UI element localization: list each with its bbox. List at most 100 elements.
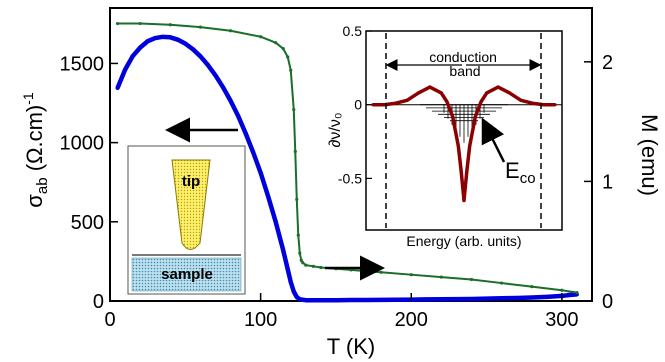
conductivity-point [439, 297, 444, 302]
magnetization-point [296, 233, 300, 237]
magnetization-point [168, 23, 172, 27]
magnetization-point [575, 291, 579, 295]
magnetization-point [304, 263, 308, 267]
conductivity-point [175, 37, 180, 42]
conductivity-point [243, 131, 248, 136]
conductivity-point [285, 267, 290, 272]
tip-sample-inset: tip sample [127, 145, 246, 295]
conductivity-point [123, 67, 128, 72]
inset-point [371, 103, 375, 107]
y-left-tick-label: 500 [71, 212, 104, 234]
conductivity-point [198, 54, 203, 59]
conductivity-point [454, 297, 459, 302]
conductivity-point [130, 54, 135, 59]
conductivity-point [294, 295, 299, 300]
magnetization-point [298, 251, 302, 255]
magnetization-point [364, 269, 368, 273]
y-axis-title-left: σab (Ω.cm)-1 [20, 92, 51, 208]
conductivity-point [469, 296, 474, 301]
inset-point [462, 198, 466, 203]
inset-point [530, 101, 534, 105]
conductivity-point [183, 41, 188, 46]
magnetization-point [560, 288, 564, 292]
inset-y-tick-label: 0.5 [343, 23, 363, 39]
magnetization-point [228, 29, 233, 33]
inset-point [465, 169, 469, 173]
magnetization-point [295, 197, 299, 201]
magnetization-point [138, 21, 142, 26]
inset-point [519, 98, 523, 102]
magnetization-point [301, 261, 305, 265]
sample-label: sample [161, 266, 213, 283]
magnetization-point [469, 277, 474, 282]
magnetization-point [293, 149, 297, 154]
band-label: conduction band [429, 49, 501, 79]
conductivity-point [514, 295, 519, 300]
conductivity-point [297, 297, 302, 302]
conductivity-point [168, 35, 173, 40]
magnetization-point [319, 265, 323, 270]
conductivity-point [258, 170, 263, 175]
conductivity-point [228, 98, 233, 103]
tip-shape [171, 159, 211, 250]
magnetization-point [439, 275, 443, 279]
magnetization-point [259, 35, 263, 39]
inset-point [459, 169, 463, 173]
conductivity-point [220, 85, 225, 90]
tick-layer: 0 100 200 300 0 500 1000 1500 0 1 2 [60, 52, 614, 331]
y-left-tick-label: 1500 [60, 53, 105, 75]
conductivity-point [251, 150, 256, 155]
conductivity-point [281, 248, 286, 253]
conductivity-point [303, 298, 308, 303]
conductivity-point [288, 279, 293, 284]
conductivity-point [484, 296, 489, 301]
eco-arrow [481, 117, 506, 163]
conductivity-point [205, 63, 210, 68]
magnetization-point [311, 264, 315, 268]
conductivity-point [567, 292, 572, 297]
magnetization-point [379, 270, 383, 274]
conductivity-point [499, 296, 504, 301]
tip-label: tip [182, 173, 200, 190]
magnetization-point [409, 273, 413, 277]
conductivity-point [291, 289, 296, 294]
x-tick-label: 200 [395, 309, 428, 331]
x-tick-label: 100 [244, 309, 277, 331]
magnetization-point [530, 285, 534, 289]
inset-point [468, 144, 472, 148]
inset-point [479, 100, 483, 104]
x-tick-label: 0 [104, 309, 115, 331]
conductivity-point [424, 297, 429, 302]
magnetization-point [289, 68, 293, 72]
conductivity-point [115, 85, 120, 90]
y-right-tick-label: 1 [602, 171, 613, 193]
inset-point [485, 91, 489, 95]
conductivity-point [529, 295, 534, 300]
conductivity-point [544, 294, 549, 299]
conductivity-point [138, 45, 143, 50]
inset-y-tick-label: -0.5 [338, 170, 362, 186]
conductivity-point [300, 297, 305, 302]
conductivity-point [349, 298, 353, 303]
inset-y-title: ∂ν/ν₀ [327, 113, 344, 148]
inset-point [553, 103, 557, 107]
conductivity-point [266, 194, 271, 199]
conductivity-point [333, 298, 338, 303]
eco-label: Eco [505, 158, 536, 187]
conductivity-point [394, 297, 399, 302]
inset-point [473, 114, 477, 119]
inset-point [507, 91, 512, 95]
inset-point [456, 144, 460, 148]
inset-point [496, 85, 500, 89]
inset-point [451, 114, 455, 119]
inset-point [445, 100, 449, 104]
x-tick-label: 300 [545, 309, 578, 331]
conductivity-point [318, 298, 323, 303]
conductivity-point [236, 113, 241, 118]
conductivity-point [190, 47, 195, 52]
conductivity-point [273, 219, 278, 224]
magnetization-point [292, 108, 296, 112]
y-right-tick-label: 2 [602, 52, 613, 74]
magnetization-point [115, 21, 120, 26]
inset-point [405, 98, 409, 102]
